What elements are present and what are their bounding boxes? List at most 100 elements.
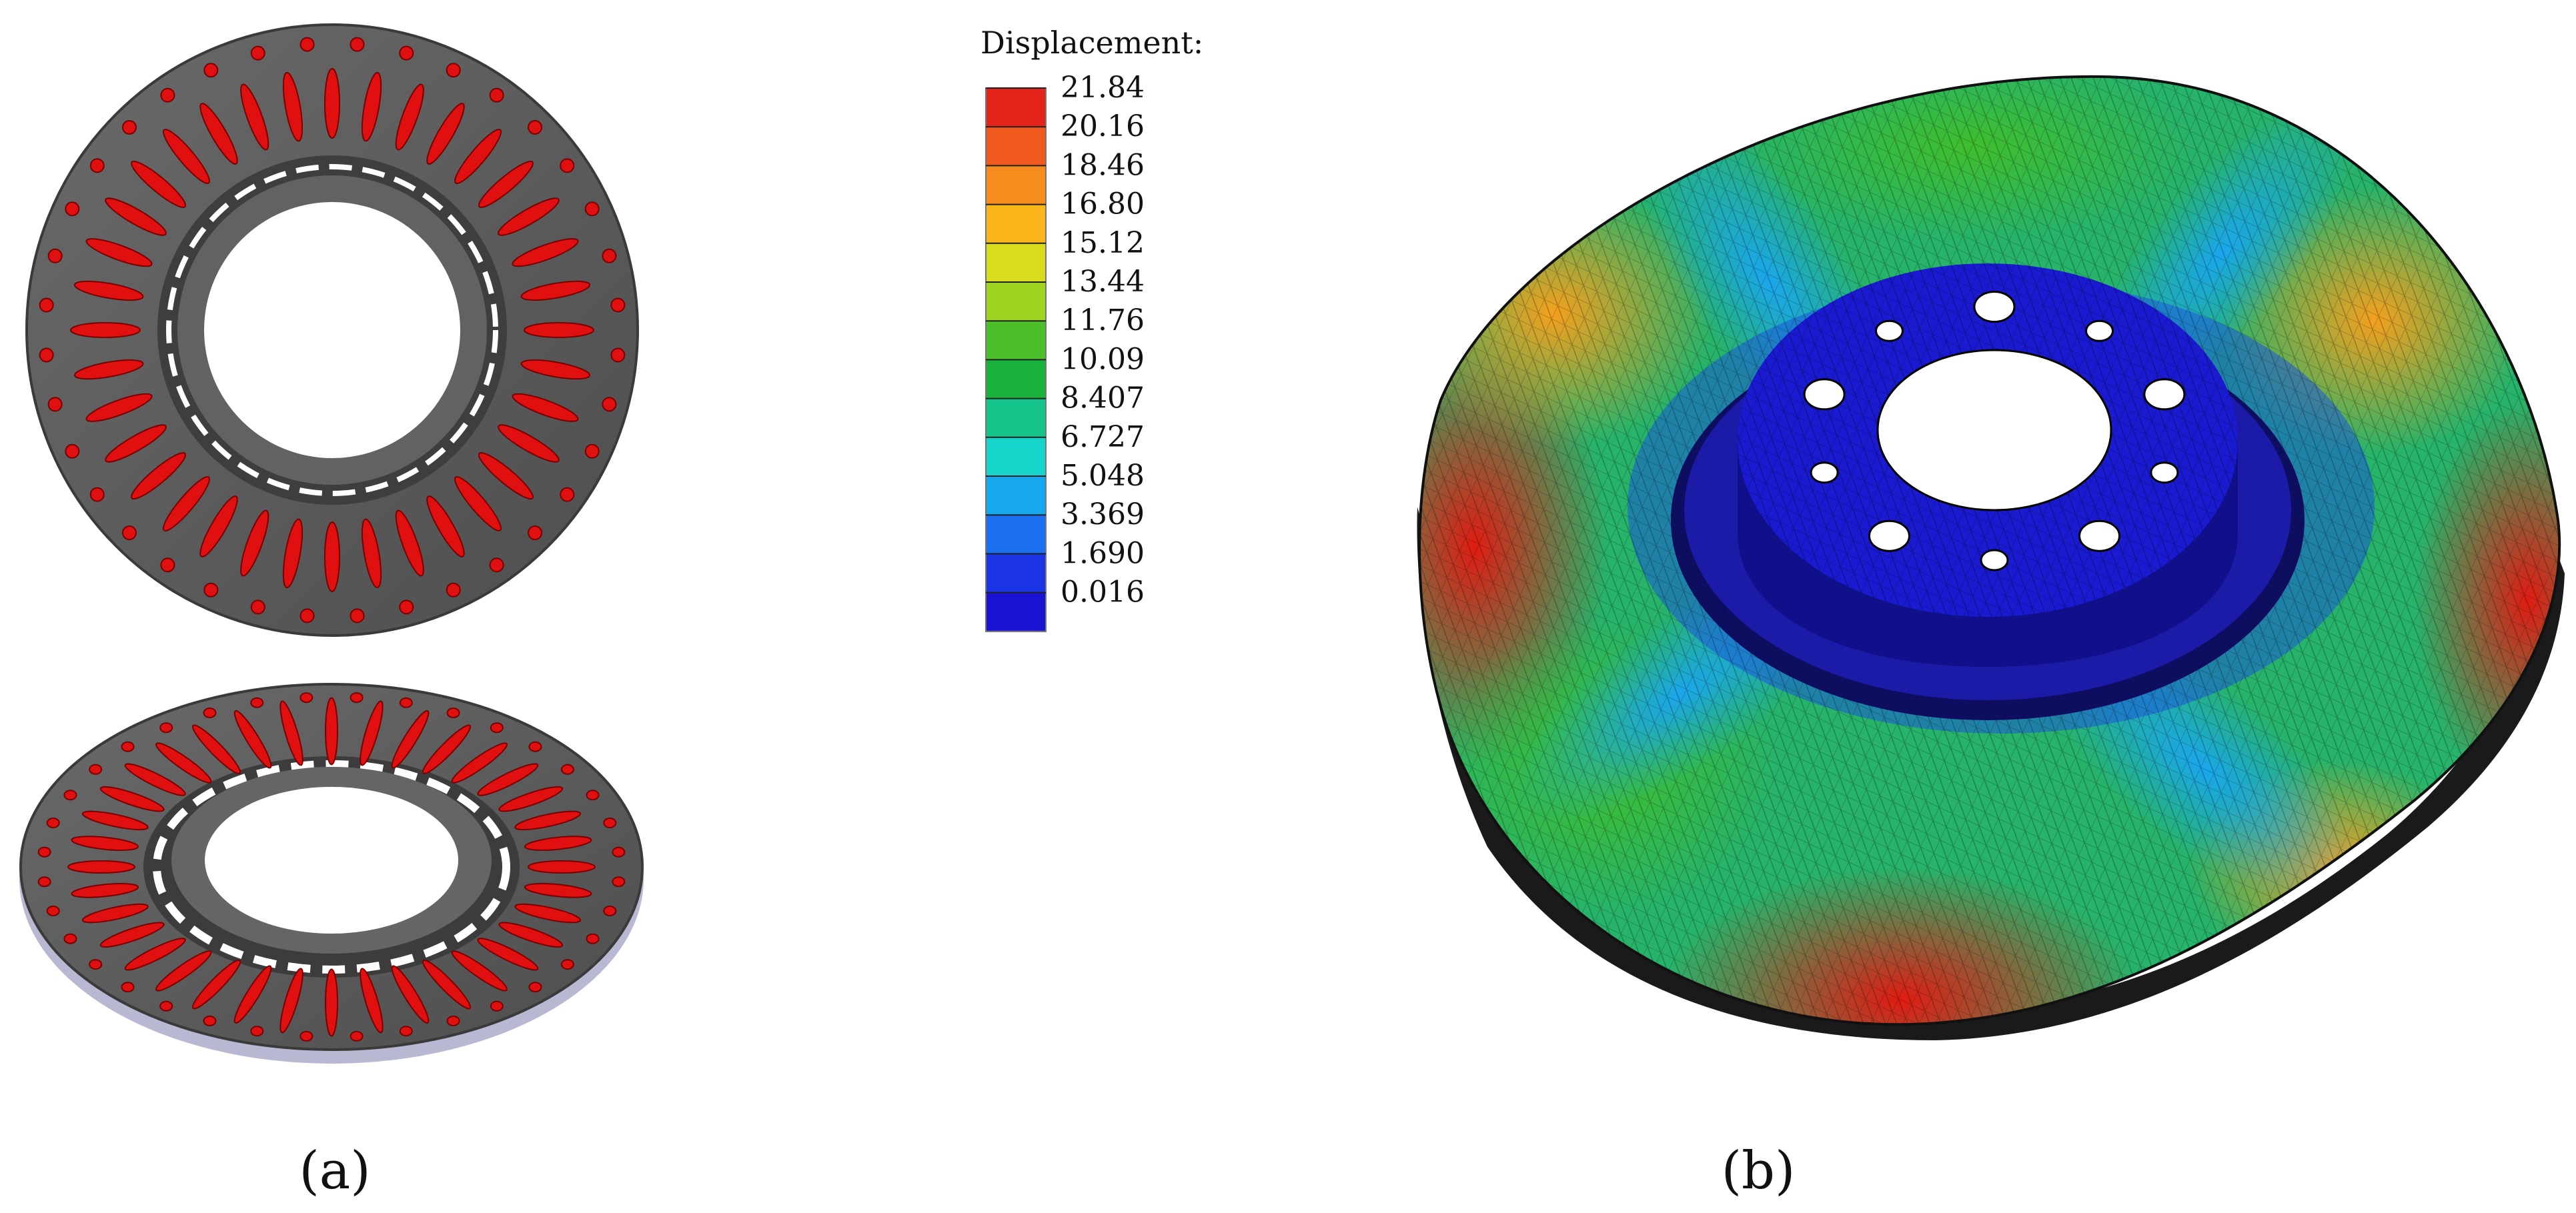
vent-pin — [528, 525, 543, 541]
legend-title: Displacement: — [981, 25, 1203, 61]
vent-pin — [489, 557, 504, 573]
hub-bolt-holes — [1803, 291, 2186, 571]
vent-slot-iso — [325, 697, 338, 766]
vent-slot-iso — [360, 968, 384, 1034]
vent-pin-iso — [299, 692, 313, 704]
vent-pin-iso — [586, 790, 600, 801]
vent-pin — [65, 443, 80, 459]
vent-pin — [47, 397, 63, 412]
vent-slot-iso — [451, 950, 508, 992]
vent-slot-iso — [124, 938, 186, 971]
vent-slot-iso — [360, 700, 384, 766]
vent-slot — [512, 393, 579, 422]
vent-slot — [324, 521, 340, 592]
vent-pin-iso — [612, 846, 626, 858]
vent-slot — [520, 359, 591, 380]
vent-slot-iso — [233, 710, 272, 769]
vent-pin — [560, 487, 575, 502]
vent-slot-iso — [155, 950, 212, 992]
bolt-hole — [1973, 291, 2016, 323]
bolt-hole — [2150, 461, 2179, 484]
legend-swatch — [986, 165, 1046, 205]
vent-slot — [524, 322, 594, 338]
vent-slot — [478, 160, 534, 208]
vent-pin-iso — [586, 933, 600, 944]
vent-slot — [361, 518, 382, 589]
vent-slot — [361, 71, 382, 142]
legend-swatch — [986, 398, 1046, 438]
vent-pin-iso — [603, 818, 617, 829]
vent-pin — [299, 608, 315, 624]
vent-slot — [131, 452, 187, 500]
vent-pin-iso — [159, 722, 173, 734]
vent-slot — [282, 71, 303, 142]
legend-swatch — [986, 88, 1046, 128]
vent-pin — [39, 347, 54, 363]
vent-pin — [160, 87, 175, 103]
disc-top-view — [25, 23, 639, 637]
vent-slot-iso — [191, 959, 241, 1010]
vent-slot-iso — [391, 965, 430, 1024]
vent-slot — [520, 280, 591, 301]
legend-tick-label: 16.80 — [1061, 187, 1145, 221]
vent-pin-iso — [528, 741, 542, 752]
vent-pin — [489, 87, 504, 103]
vent-pin — [602, 248, 617, 263]
vent-pin — [121, 119, 137, 135]
legend-tick-label: 15.12 — [1061, 226, 1145, 260]
vent-slot — [85, 393, 153, 422]
vent-slot-iso — [71, 883, 139, 898]
vent-slot-iso — [514, 903, 582, 924]
vent-pin-iso — [350, 1030, 364, 1042]
vent-pin-iso — [121, 741, 135, 752]
vent-slot — [240, 509, 269, 577]
disc-iso-bore — [205, 787, 458, 934]
legend-swatch — [986, 437, 1046, 477]
vent-slot — [70, 322, 141, 338]
vent-pin — [250, 45, 265, 61]
disc-iso-view — [19, 683, 644, 1064]
vent-pin-iso — [63, 933, 77, 944]
vent-pin — [350, 37, 365, 52]
vent-slot — [105, 424, 167, 463]
legend-swatch — [986, 243, 1046, 283]
vent-pin-iso — [37, 876, 51, 888]
vent-pin-iso — [46, 818, 60, 829]
legend-tick-label: 11.76 — [1061, 303, 1145, 337]
vent-pin — [121, 525, 137, 541]
vent-slot-iso — [279, 968, 303, 1034]
panel-label-a: (a) — [299, 1141, 370, 1201]
vent-slot — [282, 518, 303, 589]
vent-slot — [478, 452, 534, 500]
vent-pin — [160, 557, 175, 573]
vent-slot-iso — [498, 786, 564, 812]
vent-slot-iso — [81, 810, 149, 831]
bolt-hole — [2085, 319, 2114, 342]
vent-slot — [426, 495, 465, 557]
vent-slot-iso — [524, 883, 592, 898]
vent-pin-iso — [528, 982, 542, 993]
vent-pin — [446, 63, 461, 78]
legend-tick-label: 10.09 — [1061, 342, 1145, 376]
bolt-hole — [2143, 378, 2186, 411]
vent-pin-iso — [350, 692, 364, 704]
vent-slot-iso — [155, 742, 212, 784]
vent-pin-iso — [560, 959, 574, 970]
legend-color-bar — [985, 87, 1047, 632]
vent-pin-iso — [490, 722, 504, 734]
vent-pin-iso — [250, 697, 264, 708]
vent-pin — [203, 582, 219, 597]
vent-pin-iso — [46, 905, 60, 916]
vent-slot — [395, 509, 424, 577]
vent-pin-iso — [612, 876, 626, 888]
legend-swatch — [986, 204, 1046, 244]
vent-pin-iso — [446, 708, 460, 719]
rotor-fe-model — [1417, 75, 2565, 1040]
vent-slot — [105, 197, 167, 236]
vent-pin — [399, 45, 414, 61]
legend-tick-label: 3.369 — [1061, 497, 1145, 531]
vent-slot-iso — [451, 742, 508, 784]
vent-pin-iso — [37, 846, 51, 858]
vent-pin — [399, 599, 414, 615]
hub-center-bore — [1876, 349, 2112, 511]
